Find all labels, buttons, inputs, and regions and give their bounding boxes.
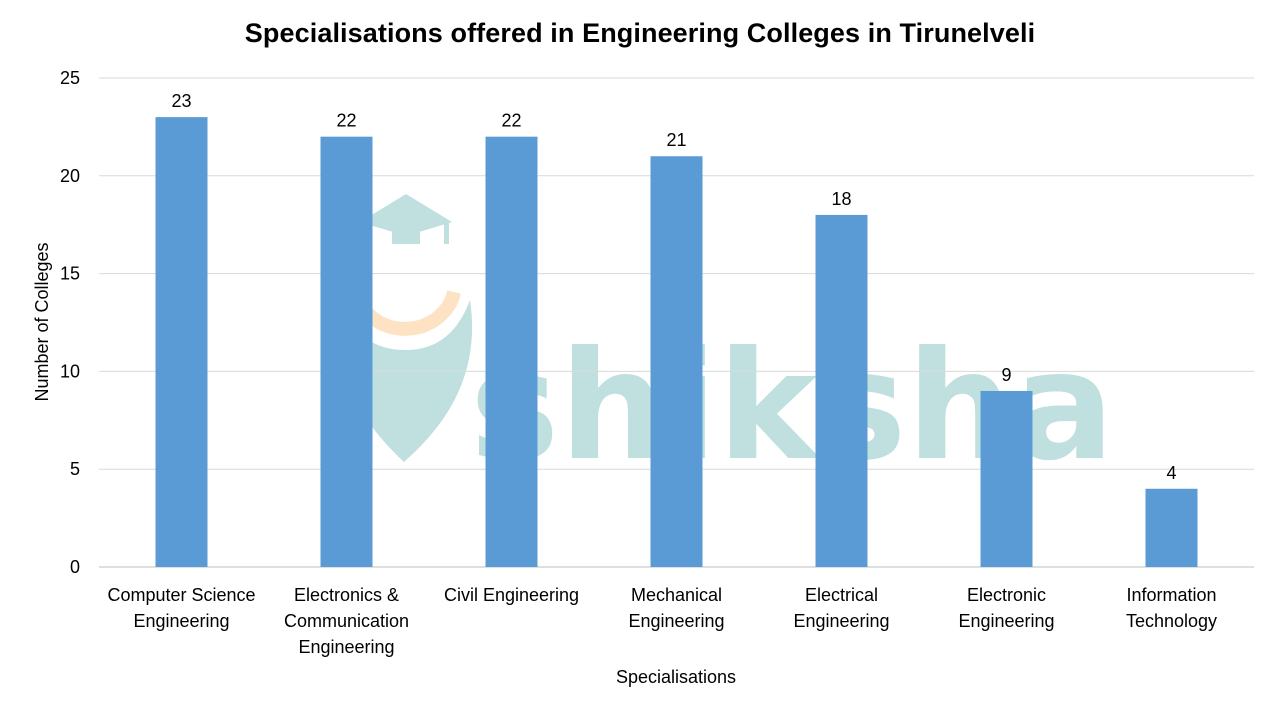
x-tick-label-line: Electronics & bbox=[294, 585, 399, 605]
x-tick-label-line: Engineering bbox=[133, 611, 229, 631]
bar bbox=[1145, 488, 1198, 567]
x-tick-label-line: Engineering bbox=[298, 637, 394, 657]
data-label: 9 bbox=[1001, 365, 1011, 385]
watermark-cap-base bbox=[392, 226, 420, 244]
bar bbox=[320, 136, 373, 567]
x-tick-label-line: Technology bbox=[1126, 611, 1217, 631]
x-tick-label-line: Engineering bbox=[628, 611, 724, 631]
data-label: 22 bbox=[336, 111, 356, 131]
bar bbox=[155, 117, 208, 568]
x-tick-label-line: Information bbox=[1126, 585, 1216, 605]
x-tick-label: Civil Engineering bbox=[444, 585, 579, 605]
x-tick-label-line: Electrical bbox=[805, 585, 878, 605]
x-tick-label: Electronic Engineering bbox=[958, 585, 1054, 631]
x-tick-label: Electronics & Communication Engineering bbox=[284, 585, 409, 657]
y-tick-label: 0 bbox=[70, 557, 80, 577]
bar bbox=[980, 390, 1033, 567]
data-label: 4 bbox=[1166, 463, 1176, 483]
x-tick-label-line: Civil Engineering bbox=[444, 585, 579, 605]
data-labels: 23 22 22 21 18 9 4 bbox=[171, 91, 1176, 483]
y-axis-ticks: 0 5 10 15 20 25 bbox=[60, 68, 80, 577]
y-axis-title: Number of Colleges bbox=[32, 242, 52, 401]
data-label: 21 bbox=[666, 130, 686, 150]
bar bbox=[485, 136, 538, 567]
y-tick-label: 15 bbox=[60, 264, 80, 284]
watermark-cap-tassel bbox=[444, 222, 449, 244]
data-label: 23 bbox=[171, 91, 191, 111]
x-tick-label-line: Mechanical bbox=[631, 585, 722, 605]
x-tick-label: Computer Science Engineering bbox=[107, 585, 255, 631]
bar bbox=[650, 156, 703, 568]
x-tick-label: Electrical Engineering bbox=[793, 585, 889, 631]
x-tick-label-line: Engineering bbox=[958, 611, 1054, 631]
data-label: 18 bbox=[831, 189, 851, 209]
x-tick-label: Information Technology bbox=[1126, 585, 1217, 631]
x-axis-title: Specialisations bbox=[616, 667, 736, 687]
x-tick-label-line: Engineering bbox=[793, 611, 889, 631]
data-label: 22 bbox=[501, 111, 521, 131]
x-tick-label-line: Communication bbox=[284, 611, 409, 631]
x-tick-label-line: Electronic bbox=[967, 585, 1046, 605]
y-tick-label: 25 bbox=[60, 68, 80, 88]
y-tick-label: 20 bbox=[60, 166, 80, 186]
bars bbox=[155, 117, 1198, 568]
x-tick-label-line: Computer Science bbox=[107, 585, 255, 605]
y-tick-label: 10 bbox=[60, 361, 80, 381]
x-tick-label: Mechanical Engineering bbox=[628, 585, 724, 631]
watermark-cap-icon bbox=[360, 194, 452, 236]
chart-title: Specialisations offered in Engineering C… bbox=[244, 18, 1036, 48]
bar bbox=[815, 214, 868, 568]
y-tick-label: 5 bbox=[70, 459, 80, 479]
